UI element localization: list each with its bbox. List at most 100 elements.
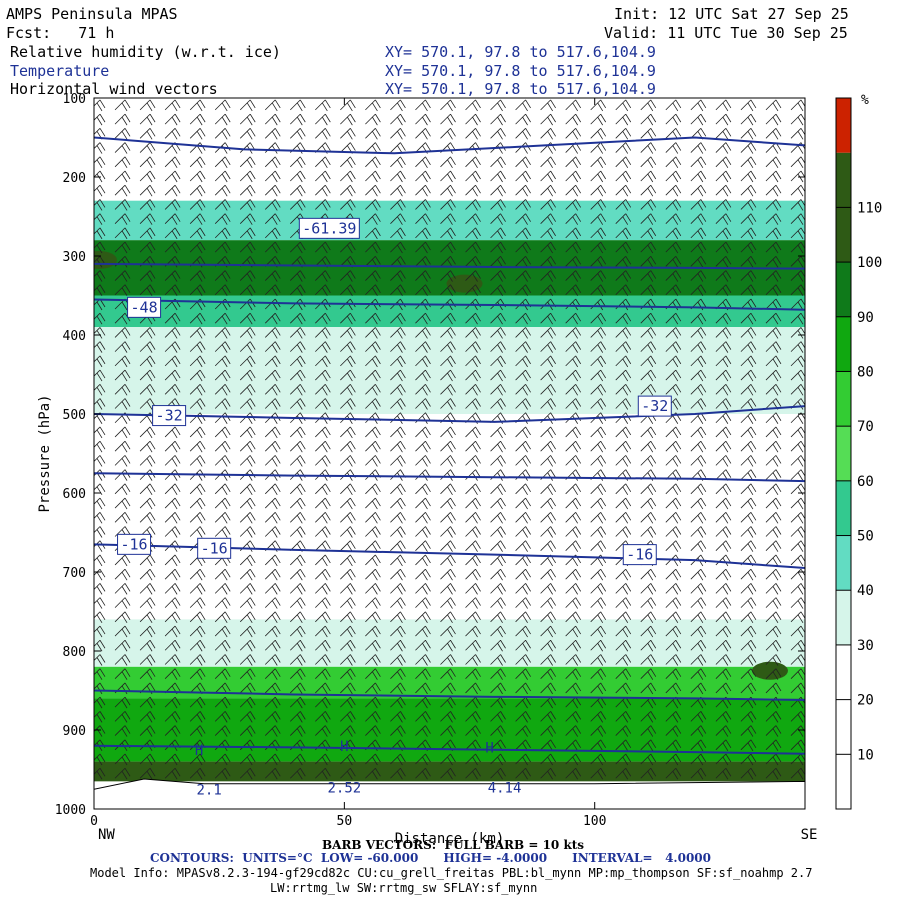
wind-barb: [114, 170, 131, 183]
wind-barb: [590, 497, 607, 510]
wind-barb: [465, 213, 481, 225]
wind-barb: [465, 568, 481, 581]
wind-barb: [715, 227, 732, 240]
wind-barb: [565, 725, 582, 737]
wind-barb: [640, 583, 657, 595]
wind-barb: [214, 270, 231, 282]
wind-barb: [640, 526, 657, 538]
wind-barb: [114, 654, 131, 666]
wind-barb: [690, 256, 707, 268]
wind-barb: [340, 583, 356, 595]
wind-barb: [415, 384, 431, 396]
wind-barb: [690, 369, 707, 382]
wind-barb: [189, 625, 206, 638]
wind-barb: [515, 526, 531, 538]
wind-barb: [715, 384, 732, 396]
wind-barb: [264, 113, 281, 126]
wind-barb: [490, 668, 506, 680]
wind-barb: [515, 753, 531, 766]
wind-barb: [665, 682, 682, 695]
wind-barb: [740, 128, 757, 140]
wind-barb: [340, 597, 356, 609]
wind-barb: [315, 170, 331, 183]
wind-barb: [615, 682, 632, 695]
wind-barb: [665, 440, 682, 453]
wind-barb: [340, 184, 356, 197]
wind-barb: [615, 284, 632, 296]
wind-barb: [415, 725, 431, 737]
wind-barb: [94, 767, 106, 780]
wind-barb: [264, 611, 281, 624]
wind-barb: [214, 241, 231, 254]
wind-barb: [290, 568, 306, 581]
wind-barb: [640, 241, 657, 254]
wind-barb: [365, 369, 381, 382]
wind-barb: [114, 184, 131, 197]
wind-barb: [214, 483, 231, 496]
wind-barb: [315, 184, 331, 197]
wind-barb: [290, 611, 306, 624]
wind-barb: [315, 312, 331, 325]
wind-barb: [790, 668, 805, 680]
wind-barb: [239, 341, 256, 353]
wind-barb: [365, 654, 381, 666]
wind-barb: [540, 355, 556, 368]
colorbar-segment: [836, 754, 851, 809]
wind-barb: [164, 654, 181, 666]
wind-barb: [515, 341, 531, 353]
wind-barb: [540, 270, 556, 282]
wind-barb: [239, 483, 256, 496]
y-tick-label: 500: [63, 408, 86, 423]
wind-barb: [540, 540, 556, 552]
wind-barb: [740, 184, 757, 197]
wind-barb: [540, 284, 556, 296]
wind-barb: [690, 568, 707, 581]
colorbar-segment: [836, 152, 851, 208]
wind-barb: [139, 597, 156, 609]
wind-barb: [390, 597, 406, 609]
wind-barb: [615, 227, 632, 240]
wind-barb: [139, 455, 156, 467]
wind-barb: [189, 583, 206, 595]
y-tick-label: 300: [63, 250, 86, 265]
wind-barb: [415, 540, 431, 552]
wind-barb: [164, 312, 181, 325]
wind-barb: [515, 497, 531, 510]
wind-barb: [390, 696, 406, 709]
wind-barb: [590, 526, 607, 538]
wind-barb: [315, 711, 331, 723]
wind-barb: [490, 597, 506, 609]
wind-barb: [264, 284, 281, 296]
wind-barb: [415, 99, 431, 112]
wind-barb: [94, 568, 106, 581]
wind-barb: [790, 156, 805, 168]
wind-barb: [740, 241, 757, 254]
point-label: H: [485, 740, 493, 756]
wind-barb: [390, 682, 406, 695]
wind-barb: [640, 384, 657, 396]
wind-barb: [264, 497, 281, 510]
wind-barb: [415, 611, 431, 624]
wind-barb: [390, 270, 406, 282]
wind-barb: [164, 213, 181, 225]
wind-barb: [94, 213, 106, 225]
colorbar-segment: [836, 98, 851, 153]
wind-barb: [290, 511, 306, 524]
wind-barb: [440, 540, 456, 552]
wind-barb: [390, 583, 406, 595]
wind-barb: [515, 327, 531, 339]
wind-barb: [665, 184, 682, 197]
wind-barb: [765, 554, 782, 567]
wind-barb: [540, 113, 556, 126]
colorbar-tick-label: 50: [857, 529, 874, 545]
wind-barb: [565, 654, 582, 666]
wind-barb: [565, 753, 582, 766]
wind-barb: [164, 511, 181, 524]
wind-barb: [415, 341, 431, 353]
wind-barb: [114, 227, 131, 240]
wind-barb: [765, 312, 782, 325]
wind-barb: [515, 696, 531, 709]
wind-barb: [690, 241, 707, 254]
wind-barb: [665, 739, 682, 752]
wind-barb: [465, 611, 481, 624]
